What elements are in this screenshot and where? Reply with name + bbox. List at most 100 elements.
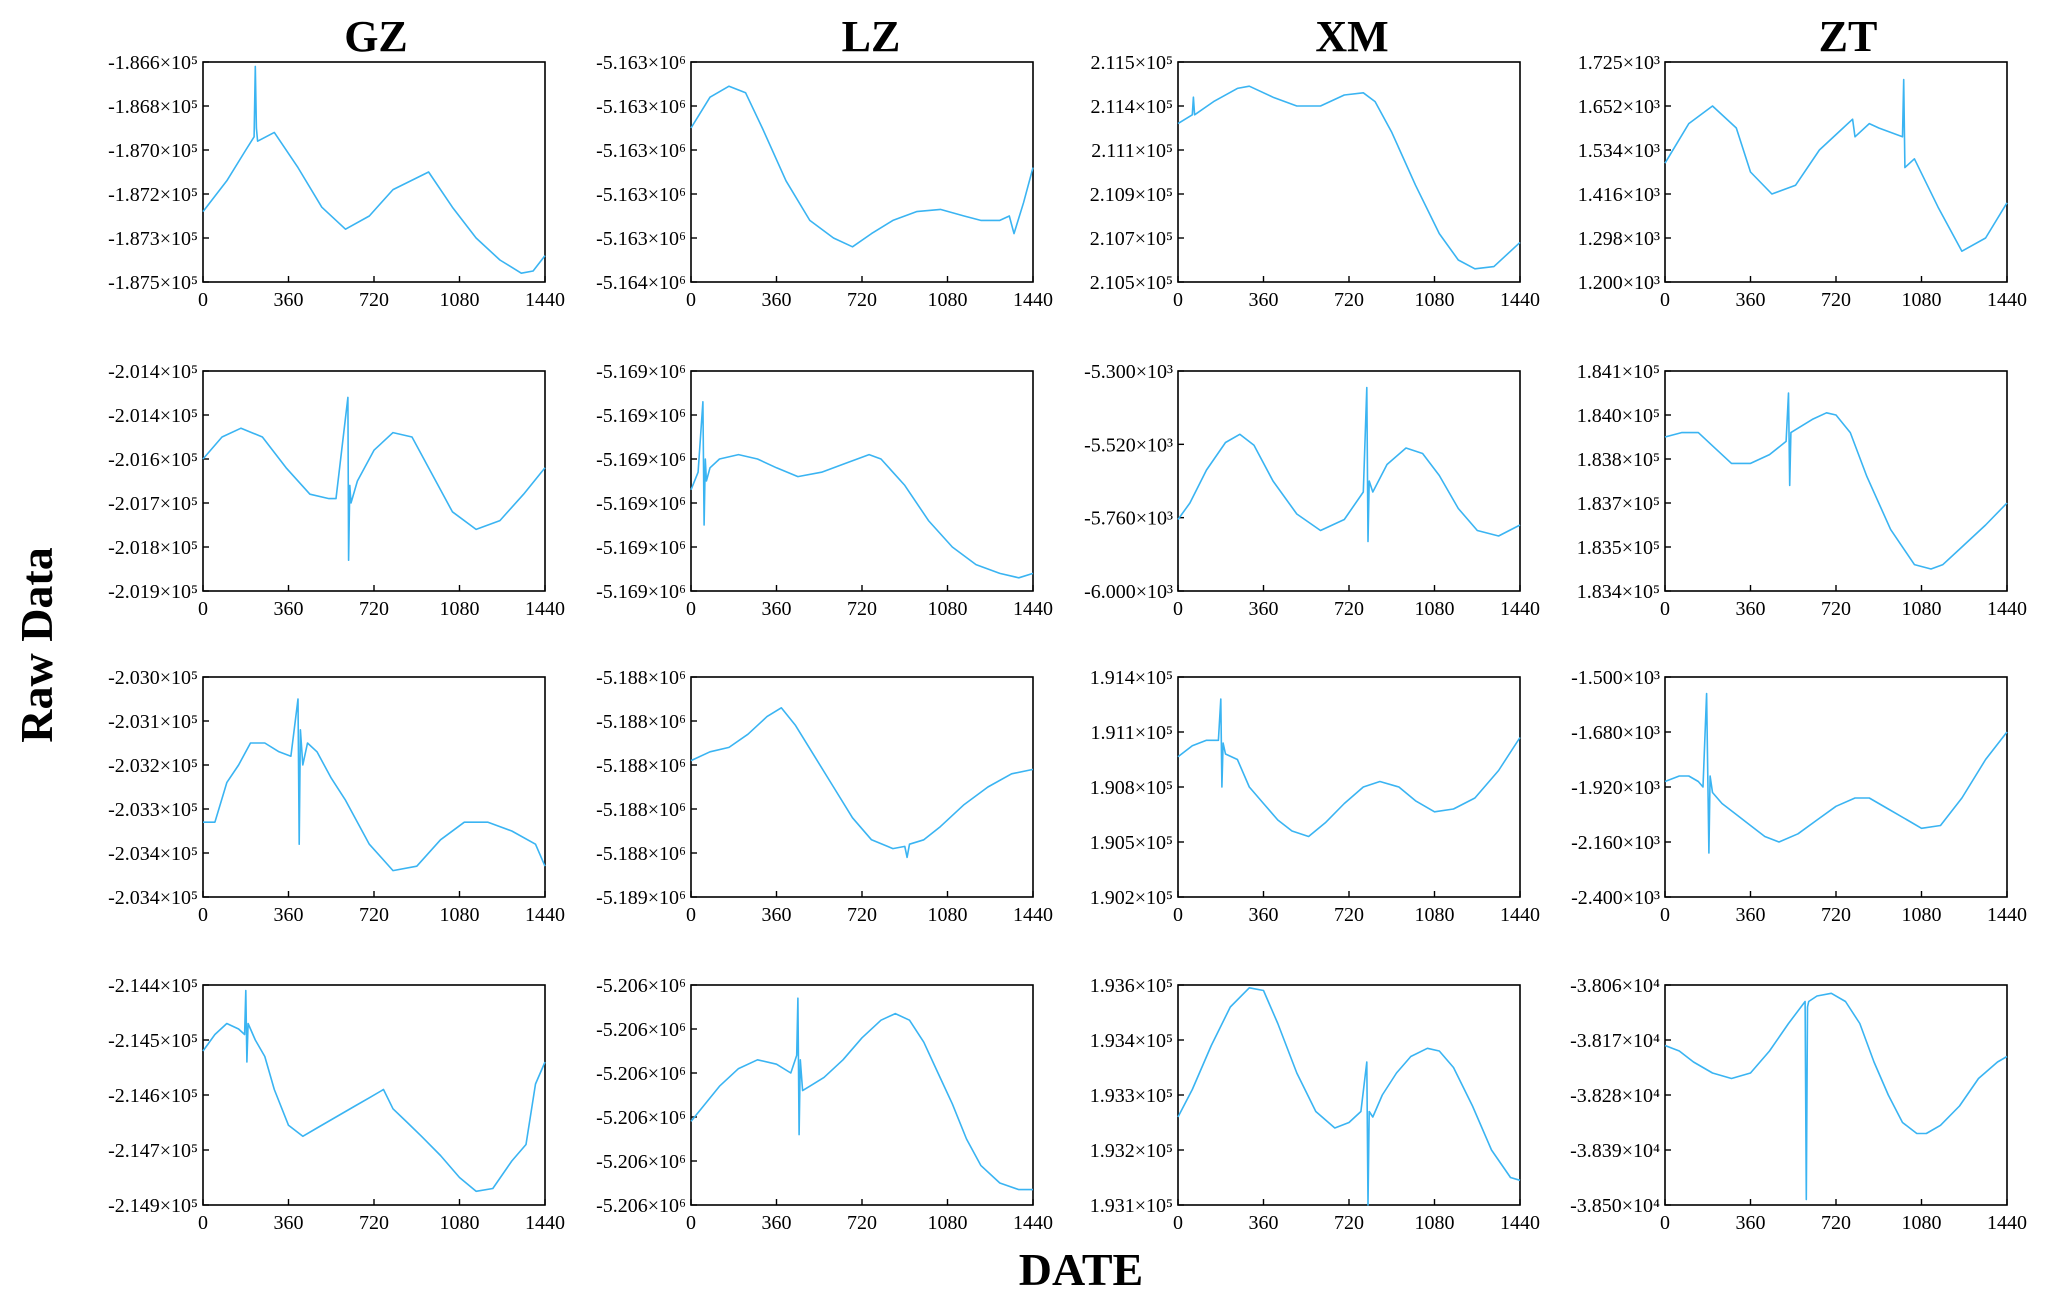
x-tick-label: 360 [274,598,304,620]
y-tick-label: -5.189×10⁶ [596,887,686,909]
plot-frame [690,676,1034,898]
y-tick-label: -5.163×10⁶ [596,228,686,250]
y-tick-label: -2.016×10⁵ [108,449,198,471]
panel-lz-row-3: 0 360 720 1080 1440 -5.188×10⁶ -5.188×10⁶ -5.18… [596,667,1053,926]
y-tick-label: 1.834×10⁵ [1577,581,1660,603]
x-tick-label: 360 [1249,1212,1279,1234]
plot-frame [690,370,1034,592]
x-tick-label: 360 [1249,289,1279,311]
x-tick-label: 1440 [1013,1212,1053,1234]
y-tick-label: -5.206×10⁶ [596,1019,686,1041]
y-tick-label: 1.936×10⁵ [1090,975,1173,997]
y-tick-label: -5.188×10⁶ [596,843,686,865]
series-line [1177,386,1521,543]
y-tick-label: 2.115×10⁵ [1090,52,1173,74]
x-tick-label: 1440 [1500,904,1540,926]
x-tick-label: 0 [1660,598,1670,620]
y-tick-label: -2.147×10⁵ [108,1140,198,1162]
x-tick-label: 1080 [440,598,480,620]
x-tick-label: 1080 [440,904,480,926]
x-tick-label: 0 [198,1212,208,1234]
y-tick-label: -1.500×10³ [1571,667,1660,689]
y-tick-label: -5.188×10⁶ [596,711,686,733]
panel-lz-row-4: 0 360 720 1080 1440 -5.206×10⁶ -5.206×10⁶ -5.20… [596,975,1053,1234]
y-tick-label: -2.031×10⁵ [108,711,198,733]
x-tick-label: 0 [686,598,696,620]
y-tick-label: 1.905×10⁵ [1090,832,1173,854]
x-tick-label: 720 [1334,598,1364,620]
panel-lz-row-1: 0 360 720 1080 1440 -5.163×10⁶ -5.163×10⁶ -5.16… [596,52,1053,311]
x-tick-label: 360 [1736,904,1766,926]
y-tick-label: -5.169×10⁶ [596,537,686,559]
y-tick-label: 1.837×10⁵ [1577,493,1660,515]
x-tick-label: 0 [198,598,208,620]
series-line [1177,986,1521,1206]
plot-frame [1177,370,1521,592]
series-line [202,65,546,275]
y-tick-label: -1.873×10⁵ [108,228,198,250]
y-tick-label: -3.828×10⁴ [1570,1085,1660,1107]
plot-frame [1177,984,1521,1206]
y-tick-label: -3.850×10⁴ [1570,1195,1660,1217]
y-tick-label: -2.400×10³ [1571,887,1660,909]
plot-frame [1664,984,2008,1206]
panel-zt-row-1: 0 360 720 1080 1440 1.725×10³ 1.652×10³ 1.534×1… [1578,52,2027,311]
y-tick-label: -5.163×10⁶ [596,52,686,74]
y-axis-title: Raw Data [11,547,62,742]
y-tick-label: -2.033×10⁵ [108,799,198,821]
panel-xm-row-4: 0 360 720 1080 1440 1.936×10⁵ 1.934×10⁵ 1.933×1… [1090,975,1540,1234]
panel-gz-row-2: 0 360 720 1080 1440 -2.014×10⁵ -2.014×10⁵ -2.01… [108,361,565,620]
column-title-zt: ZT [1819,12,1878,61]
y-tick-label: -5.169×10⁶ [596,405,686,427]
plot-frame [1177,676,1521,898]
x-tick-label: 360 [1249,598,1279,620]
x-tick-label: 1440 [525,289,565,311]
y-tick-label: 1.932×10⁵ [1090,1140,1173,1162]
y-tick-label: -5.169×10⁶ [596,493,686,515]
x-tick-label: 0 [1660,289,1670,311]
x-tick-label: 1440 [1500,289,1540,311]
x-tick-label: 720 [847,598,877,620]
x-tick-label: 720 [1334,904,1364,926]
y-tick-label: -5.188×10⁶ [596,799,686,821]
panel-zt-row-3: 0 360 720 1080 1440 -1.500×10³ -1.680×10³ -1.92… [1571,667,2027,926]
x-tick-label: 360 [1249,904,1279,926]
x-tick-label: 720 [1821,1212,1851,1234]
y-tick-label: -2.017×10⁵ [108,493,198,515]
y-tick-label: -5.206×10⁶ [596,975,686,997]
y-tick-label: 1.934×10⁵ [1090,1030,1173,1052]
y-tick-label: -2.018×10⁵ [108,537,198,559]
y-tick-label: 1.908×10⁵ [1090,777,1173,799]
y-tick-label: -3.839×10⁴ [1570,1140,1660,1162]
y-tick-label: 1.840×10⁵ [1577,405,1660,427]
x-tick-label: 0 [1660,1212,1670,1234]
x-tick-label: 720 [359,1212,389,1234]
y-tick-label: -2.034×10⁵ [108,887,198,909]
series-line [690,85,1034,248]
x-tick-label: 1080 [1415,289,1455,311]
y-tick-label: -1.868×10⁵ [108,96,198,118]
y-tick-label: -3.817×10⁴ [1570,1030,1660,1052]
x-tick-label: 360 [274,1212,304,1234]
x-tick-label: 720 [359,904,389,926]
x-tick-label: 360 [1736,598,1766,620]
y-tick-label: -1.870×10⁵ [108,140,198,162]
y-tick-label: -5.760×10³ [1084,508,1173,530]
x-tick-label: 0 [1173,289,1183,311]
series-line [690,997,1033,1191]
y-tick-label: -5.163×10⁶ [596,96,686,118]
x-tick-label: 360 [762,904,792,926]
plot-frame [1664,370,2008,592]
y-tick-label: -5.300×10³ [1084,361,1173,383]
x-tick-label: 0 [1660,904,1670,926]
x-tick-label: 1440 [1013,598,1053,620]
plot-frame [1664,61,2008,283]
x-tick-label: 1440 [1013,904,1053,926]
x-tick-label: 0 [686,289,696,311]
series-line [1177,698,1521,838]
y-tick-label: 1.931×10⁵ [1090,1195,1173,1217]
series-line [202,396,546,562]
y-tick-label: 2.114×10⁵ [1090,96,1173,118]
y-tick-label: -5.169×10⁶ [596,449,686,471]
column-title-xm: XM [1315,12,1388,61]
